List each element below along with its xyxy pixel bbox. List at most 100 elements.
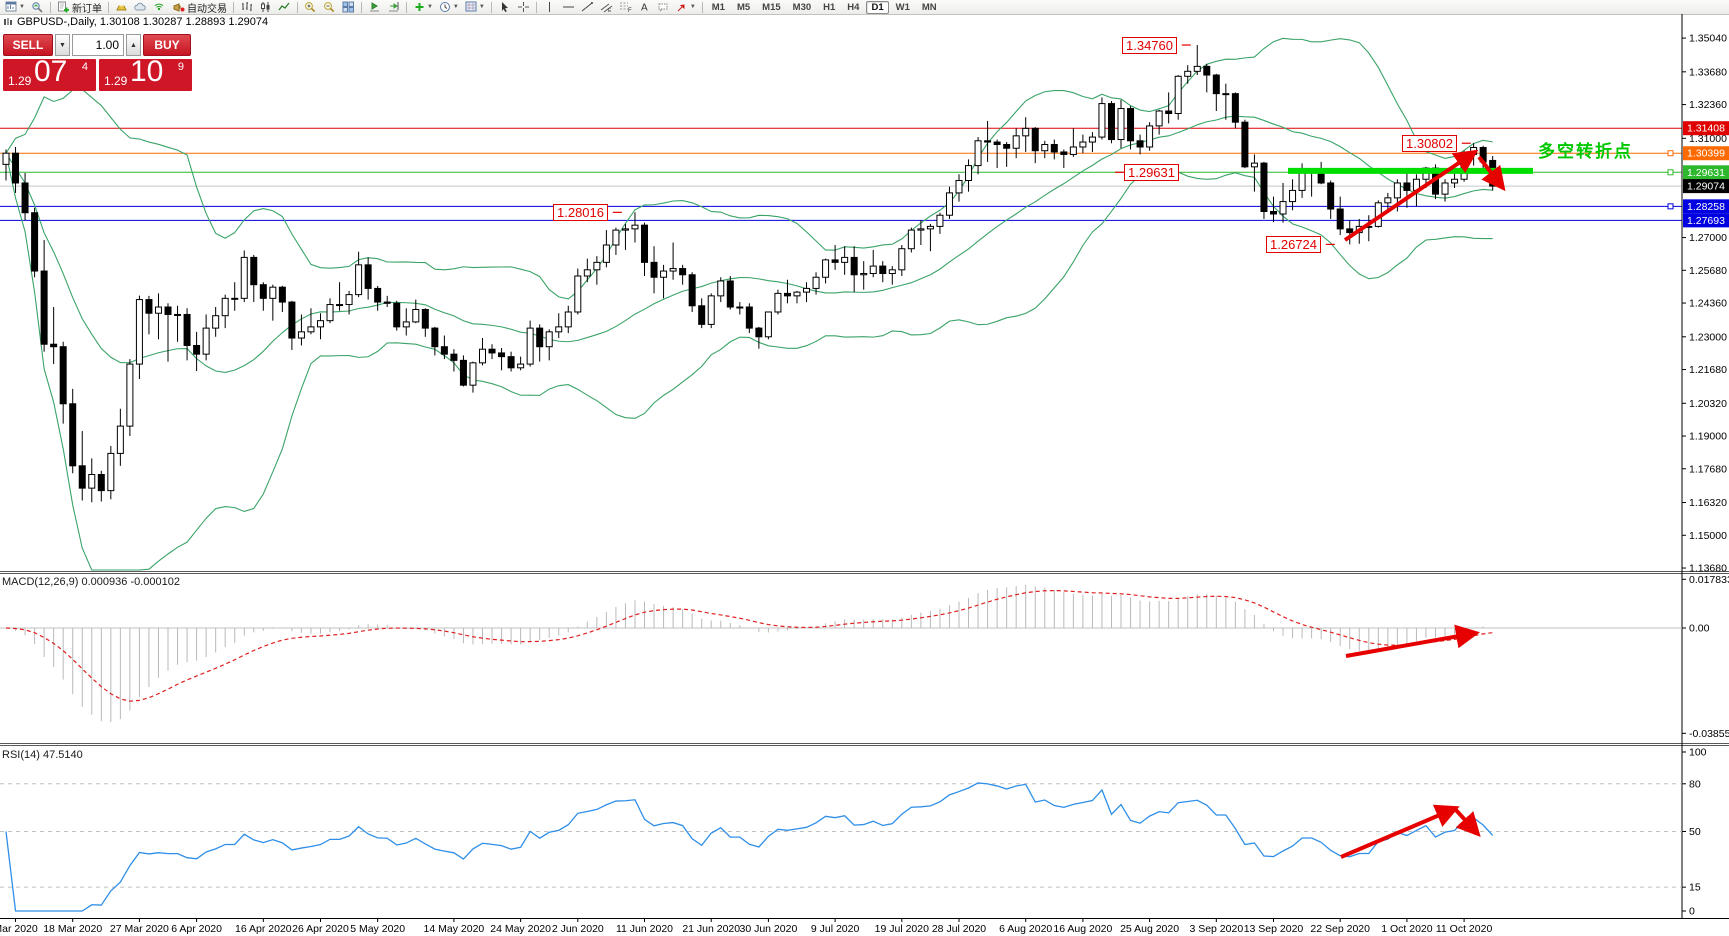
- candle: [288, 301, 296, 339]
- timeframe-button-M5[interactable]: M5: [736, 1, 751, 13]
- crosshair-tool-button[interactable]: [515, 1, 532, 14]
- equidistant-channel-tool-button[interactable]: E: [598, 1, 615, 14]
- candle: [764, 311, 772, 338]
- price-annotation-label[interactable]: 1.34760: [1122, 36, 1177, 54]
- candle: [898, 248, 906, 271]
- vertical-line-tool-button[interactable]: [541, 1, 558, 14]
- autotrading-button[interactable]: 自动交易: [170, 1, 229, 15]
- trend-arrow[interactable]: [1453, 807, 1481, 837]
- macd-tick-label: -0.038559: [1689, 728, 1729, 740]
- zoom-out-button[interactable]: [321, 1, 338, 14]
- volume-decrease-button[interactable]: ▼: [55, 34, 70, 56]
- chart-title-text: GBPUSD-,Daily, 1.30108 1.30287 1.28893 1…: [17, 16, 269, 28]
- arrows-tool-icon: [676, 1, 689, 13]
- timeframe-button-MN[interactable]: MN: [921, 1, 937, 13]
- timeframe-button-W1[interactable]: W1: [895, 1, 910, 13]
- trendline-tool-button[interactable]: [579, 1, 596, 14]
- price-badge: [1683, 199, 1729, 214]
- candle: [212, 315, 220, 329]
- sell-price-display[interactable]: 1.29 07 4: [3, 59, 96, 91]
- date-tick-label: 6 Apr 2020: [171, 923, 222, 935]
- line-chart-mode-button[interactable]: [276, 1, 293, 14]
- candle: [1079, 141, 1087, 148]
- volume-input[interactable]: [72, 34, 124, 56]
- candle: [1260, 162, 1268, 213]
- candle: [803, 287, 811, 293]
- templates-button[interactable]: ▼: [463, 1, 487, 14]
- price-annotation-label[interactable]: 1.26724: [1266, 235, 1321, 253]
- new-order-button[interactable]: 新订单: [55, 1, 104, 15]
- cloud-button[interactable]: [132, 1, 149, 14]
- rsi-tick-label: 15: [1689, 882, 1701, 894]
- trend-arrow[interactable]: [1340, 804, 1460, 859]
- profiles-icon: [31, 1, 44, 13]
- buy-price-display[interactable]: 1.29 10 9: [99, 59, 192, 91]
- auto-scroll-button[interactable]: [366, 1, 383, 14]
- buy-button[interactable]: BUY: [143, 34, 191, 56]
- indicators-button[interactable]: ▼: [411, 1, 435, 14]
- date-tick-label: 30 Jun 2020: [739, 923, 797, 935]
- candle: [984, 140, 992, 143]
- zoom-out-icon: [323, 1, 336, 13]
- sell-button[interactable]: SELL: [3, 34, 53, 56]
- new-chart-icon: [5, 1, 18, 13]
- candle: [297, 331, 305, 339]
- signals-button[interactable]: [151, 1, 168, 14]
- turning-point-text-label: 多空转折点: [1538, 142, 1633, 161]
- market-button[interactable]: [113, 1, 130, 14]
- tile-windows-button[interactable]: [340, 1, 357, 14]
- price-annotation-label[interactable]: 1.28016: [553, 203, 608, 221]
- date-tick-label: 3 Sep 2020: [1189, 923, 1243, 935]
- candlestick-mode-button[interactable]: [257, 1, 274, 14]
- price-tick-label: 1.21680: [1689, 364, 1727, 376]
- candle: [231, 297, 239, 300]
- price-tick-label: 1.13680: [1689, 563, 1727, 575]
- macd-tick-label: 0.017833: [1689, 574, 1729, 586]
- profiles-button[interactable]: [29, 1, 46, 14]
- timeframe-button-H1[interactable]: H1: [823, 1, 836, 13]
- timeframe-button-M1[interactable]: M1: [711, 1, 725, 13]
- date-tick-label: 11 Oct 2020: [1436, 923, 1493, 935]
- arrows-tool-button[interactable]: ▼: [674, 1, 698, 14]
- candle: [69, 403, 77, 467]
- cursor-tool-button[interactable]: [496, 1, 513, 14]
- volume-increase-button[interactable]: ▲: [126, 34, 141, 56]
- horizontal-line-tool-button[interactable]: [560, 1, 577, 14]
- timeframe-button-H4[interactable]: H4: [847, 1, 860, 13]
- trend-arrow[interactable]: [1477, 155, 1506, 192]
- line-handle[interactable]: [1667, 169, 1674, 176]
- price-tick-label: 1.32360: [1689, 99, 1727, 111]
- timeframe-button-D1[interactable]: D1: [866, 0, 889, 14]
- candle: [602, 244, 610, 263]
- new-chart-button[interactable]: ▼: [3, 1, 27, 14]
- price-annotation-label[interactable]: 1.30802: [1402, 134, 1457, 152]
- zoom-in-button[interactable]: [302, 1, 319, 14]
- candle: [679, 268, 687, 276]
- sell-price-big: 07: [34, 59, 68, 88]
- chart-shift-button[interactable]: [385, 1, 402, 14]
- rsi-tick-label: 100: [1689, 747, 1707, 759]
- candle: [412, 309, 420, 323]
- text-tool-button[interactable]: A: [636, 1, 653, 14]
- trend-arrow[interactable]: [1345, 624, 1480, 658]
- line-handle[interactable]: [1667, 203, 1674, 210]
- price-annotation-label[interactable]: 1.29631: [1124, 163, 1179, 181]
- timeframe-button-M15[interactable]: M15: [762, 1, 781, 13]
- candle: [364, 264, 372, 289]
- candle: [345, 294, 353, 306]
- candle: [831, 259, 839, 263]
- price-tick-label: 1.24360: [1689, 298, 1727, 310]
- timeframe-button-M30[interactable]: M30: [792, 1, 812, 13]
- line-handle[interactable]: [1667, 150, 1674, 157]
- fibonacci-tool-button[interactable]: F: [617, 1, 634, 14]
- fibonacci-tool-icon: F: [619, 1, 632, 13]
- candle: [278, 286, 286, 303]
- trend-arrow[interactable]: [1343, 149, 1479, 242]
- bar-chart-mode-button[interactable]: [238, 1, 255, 14]
- candle: [221, 297, 229, 317]
- periods-button[interactable]: ▼: [437, 1, 461, 14]
- label-tool-button[interactable]: [655, 1, 672, 14]
- candle: [326, 304, 334, 322]
- candle: [498, 352, 506, 358]
